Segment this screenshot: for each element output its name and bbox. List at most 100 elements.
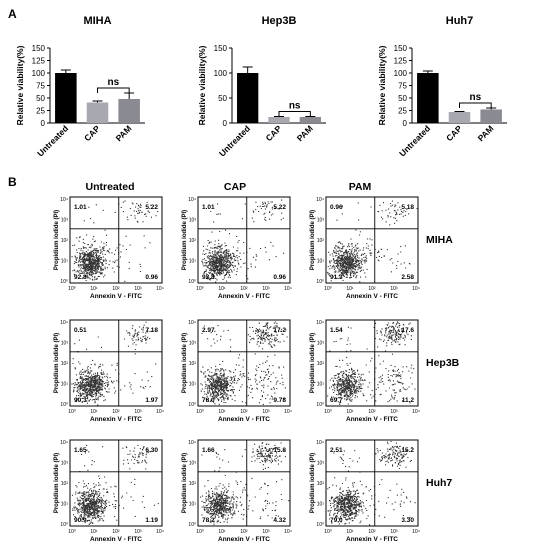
y-tick-label: 10⁰ [188, 522, 196, 528]
quadrant-lr: 11.2 [402, 397, 415, 404]
event-dots [200, 441, 290, 525]
quadrant-ll: 79.0 [330, 517, 343, 524]
y-tick-label: 0 [223, 119, 228, 128]
bar [86, 102, 109, 123]
quadrant-ur: 15.2 [401, 447, 414, 454]
quadrant-ur: 15.8 [273, 447, 286, 454]
x-axis-label: Annexin V - FITC [346, 536, 398, 543]
y-tick-label: 10⁰ [60, 402, 68, 408]
y-tick-label: 125 [394, 57, 408, 66]
x-tick-label: 10² [368, 409, 376, 415]
quadrant-ll: 90.3 [74, 397, 87, 404]
bar-chart-miha: MIHA 0 25 50 75 100 125 150 Relative viability(%… [15, 15, 145, 158]
x-tick-label: 10³ [134, 409, 142, 415]
y-tick-label: 75 [398, 82, 407, 91]
x-tick-label: 10² [240, 286, 248, 292]
y-axis-label: Propidium iodide (PI) [54, 453, 60, 513]
y-tick-label: 10¹ [317, 382, 325, 388]
y-tick-label: 10⁰ [188, 279, 196, 285]
significance-bracket [278, 111, 311, 117]
x-tick-label: 10⁰ [68, 529, 76, 535]
y-tick-label: 10¹ [61, 382, 69, 388]
y-tick-label: 150 [214, 44, 228, 53]
plot-frame [325, 439, 419, 527]
row-label: Huh7 [426, 477, 452, 489]
category-label: CAP [82, 123, 102, 143]
column-header: PAM [349, 181, 372, 193]
y-tick-label: 10² [317, 238, 325, 244]
category-label: PAM [476, 123, 496, 143]
bar [448, 112, 471, 123]
y-tick-label: 10⁴ [316, 320, 324, 326]
y-tick-label: 10¹ [189, 259, 197, 265]
quadrant-ul: 1.01 [74, 204, 87, 211]
y-tick-label: 10⁰ [316, 522, 324, 528]
y-axis-label: Relative viability(%) [377, 45, 387, 125]
y-tick-label: 10² [61, 481, 69, 487]
y-tick-label: 100 [394, 69, 408, 78]
y-tick-label: 10² [189, 238, 197, 244]
event-dots [200, 321, 288, 405]
significance-bracket [459, 102, 492, 108]
x-tick-label: 10⁰ [324, 409, 332, 415]
y-tick-label: 10³ [317, 341, 325, 347]
y-tick-label: 10¹ [61, 502, 69, 508]
y-tick-label: 10⁴ [60, 320, 68, 326]
y-axis-label: Propidium iodide (PI) [54, 333, 60, 393]
x-tick-label: 10¹ [90, 286, 98, 292]
quadrant-ul: 1.65 [74, 447, 87, 454]
significance-bracket [97, 87, 130, 93]
x-axis-label: Annexin V - FITC [90, 416, 142, 423]
x-axis-label: Annexin V - FITC [90, 536, 142, 543]
x-tick-label: 10¹ [218, 286, 226, 292]
y-axis-label: Propidium iodide (PI) [182, 333, 188, 393]
y-tick-label: 10⁰ [316, 402, 324, 408]
x-tick-label: 10⁰ [68, 409, 76, 415]
y-tick-label: 100 [32, 69, 46, 78]
bar-charts: MIHA 0 25 50 75 100 125 150 Relative viability(%… [15, 15, 507, 158]
x-tick-label: 10³ [390, 286, 398, 292]
y-tick-label: 10⁴ [188, 320, 196, 326]
event-dots [71, 200, 159, 282]
x-tick-label: 10⁰ [324, 529, 332, 535]
category-label: CAP [444, 123, 464, 143]
y-tick-label: 10¹ [189, 382, 197, 388]
category-label: PAM [114, 123, 134, 143]
x-tick-label: 10¹ [218, 529, 226, 535]
chart-title: Huh7 [446, 15, 474, 27]
quadrant-ll: 92.8 [202, 274, 215, 281]
quadrant-ll: 92.8 [74, 274, 87, 281]
category-label: PAM [295, 123, 315, 143]
x-tick-label: 10⁰ [196, 286, 204, 292]
y-tick-label: 100 [214, 69, 228, 78]
x-tick-label: 10¹ [346, 286, 354, 292]
x-axis-label: Annexin V - FITC [346, 293, 398, 300]
x-tick-label: 10² [112, 529, 120, 535]
quadrant-ur: 17.6 [401, 327, 414, 334]
quadrant-lr: 4.32 [273, 517, 286, 524]
bar-chart-hep3b: Hep3B 0 50 100 150 Relative viability(%) Untre… [197, 15, 326, 158]
quadrant-ul: 1.01 [202, 204, 215, 211]
y-tick-label: 10⁰ [188, 402, 196, 408]
quadrant-ur: 5.18 [401, 204, 414, 211]
quadrant-ll: 91.3 [330, 274, 343, 281]
y-tick-label: 10⁴ [188, 197, 196, 203]
x-tick-label: 10² [112, 409, 120, 415]
flow-cytometry-grid: Untreated CAP PAM MIHA Hep3B Huh7 1.01 5.22 92.8… [54, 181, 460, 543]
panel-a-label: A [8, 7, 17, 21]
y-tick-label: 10² [189, 481, 197, 487]
quadrant-ll: 78.0 [202, 397, 215, 404]
y-axis-label: Propidium iodide (PI) [182, 453, 188, 513]
panel-b-label: B [8, 175, 17, 189]
x-tick-label: 10³ [262, 409, 270, 415]
y-tick-label: 25 [36, 107, 45, 116]
quadrant-lr: 2.58 [401, 274, 414, 281]
row-label: MIHA [426, 234, 453, 246]
y-tick-label: 10⁰ [316, 279, 324, 285]
bar [480, 109, 502, 123]
